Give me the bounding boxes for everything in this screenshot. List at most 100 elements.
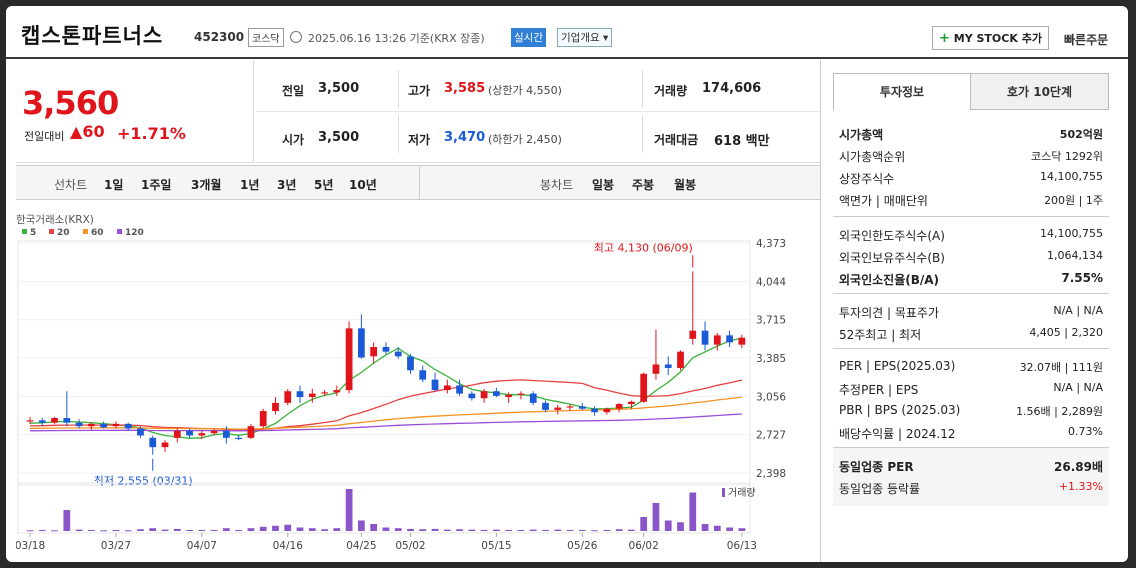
period-1w[interactable]: 1주일 <box>141 178 172 192</box>
volume-bar <box>247 528 255 531</box>
volume-bar <box>308 528 316 531</box>
info-row-opinion: 투자의견 | 목표주가 N/A | N/A <box>839 304 1103 320</box>
volume-bar <box>321 529 328 531</box>
high-label: 고가 <box>408 84 431 98</box>
period-1y[interactable]: 1년 <box>240 178 260 192</box>
candle-body <box>677 351 684 368</box>
volume-bar <box>161 529 169 531</box>
quick-order-button[interactable]: 빠른주문 <box>1064 33 1109 47</box>
my-stock-add-button[interactable]: + MY STOCK 추가 <box>932 26 1049 50</box>
volume-bar <box>112 529 120 531</box>
volume-bar <box>615 529 623 531</box>
candle-daily[interactable]: 일봉 <box>592 178 615 192</box>
upper-limit: (상한가 4,550) <box>488 84 562 97</box>
price-change: ▲60 <box>70 122 105 141</box>
candle-body <box>664 364 672 368</box>
candle-body <box>51 418 58 423</box>
period-3y[interactable]: 3년 <box>277 178 297 192</box>
my-stock-add-label: MY STOCK 추가 <box>953 32 1042 45</box>
info-row-par: 액면가 | 매매단위 200원 | 1주 <box>839 194 1103 208</box>
candle-body <box>505 394 513 398</box>
tab-investment-info[interactable]: 투자정보 <box>833 73 971 110</box>
volume-bar <box>272 525 279 531</box>
candle-body <box>689 330 697 339</box>
volume-bar <box>259 526 267 531</box>
volume-legend-swatch <box>722 488 725 497</box>
volume-bar <box>235 529 243 531</box>
ma-legend-5: 5 <box>30 228 36 238</box>
stock-header: 캡스톤파트너스 452300 코스닥 2025.06.16 13:26 기준(K… <box>6 6 1128 59</box>
volume-bar <box>443 529 451 531</box>
company-overview-dropdown[interactable]: 기업개요 ▾ <box>557 28 613 47</box>
candle-body <box>370 346 378 357</box>
period-5y[interactable]: 5년 <box>314 178 334 192</box>
candle-body <box>566 406 574 408</box>
volume-bar <box>284 524 292 531</box>
y-tick-label: 3,715 <box>756 315 786 327</box>
candle-body <box>407 356 414 371</box>
candle-body <box>333 390 341 393</box>
chart-source: 한국거래소(KRX) <box>16 214 94 226</box>
candle-weekly[interactable]: 주봉 <box>632 178 655 192</box>
plot-frame <box>17 240 751 486</box>
clock-icon <box>290 31 302 43</box>
volume-bar <box>419 529 427 531</box>
investment-info-panel: 투자정보 호가 10단계 시가총액 502억원 시가총액순위 코스닥 1292위 상… <box>820 60 1128 562</box>
open-label: 시가 <box>282 133 305 147</box>
candle-body <box>419 370 427 380</box>
candle-body <box>223 430 230 438</box>
x-tick-label: 04/07 <box>187 540 217 552</box>
current-price: 3,560 <box>22 84 119 122</box>
info-row-52w: 52주최고 | 최저 4,405 | 2,320 <box>839 326 1103 342</box>
candle-body <box>210 430 218 434</box>
candle-body <box>443 385 451 391</box>
volume-bar <box>51 530 58 532</box>
volume-value: 174,606 <box>702 81 762 96</box>
x-tick-label: 03/18 <box>16 540 45 552</box>
main-panel: 3,560 전일대비 ▲60 +1.71% 전일 3,500 고가 3,585 … <box>15 60 820 562</box>
price-chart[interactable]: 한국거래소(KRX) 5 20 60 120 4,373 4,044 3,715 3,385 3,… <box>15 201 820 562</box>
period-1d[interactable]: 1일 <box>104 178 124 192</box>
volume-bar <box>345 489 353 531</box>
ma-legend-swatch <box>117 229 122 234</box>
amount-unit: 백만 <box>745 134 770 149</box>
volume-bar <box>124 530 132 532</box>
volume-bar <box>677 522 684 531</box>
volume-bar <box>726 527 733 531</box>
candle-body <box>591 408 598 413</box>
volume-bar <box>456 529 463 531</box>
volume-bar <box>689 492 697 531</box>
info-row-per: PER | EPS(2025.03) 32.07배 | 111원 <box>839 359 1103 374</box>
realtime-button[interactable]: 실시간 <box>511 28 546 47</box>
candle-body <box>284 391 292 403</box>
volume-bar <box>713 525 721 531</box>
candle-body <box>198 433 206 436</box>
candle-body <box>149 437 157 448</box>
price-change-percent: +1.71% <box>117 124 186 143</box>
candle-monthly[interactable]: 월봉 <box>674 178 697 192</box>
candle-body <box>124 423 132 429</box>
ma-legend-swatch <box>49 229 54 234</box>
candle-body <box>652 364 660 374</box>
candle-body <box>738 337 746 345</box>
y-tick-label: 2,727 <box>756 430 786 442</box>
volume-bar <box>210 529 218 531</box>
low-value: 3,470 <box>444 130 486 145</box>
volume-bar <box>173 528 181 531</box>
y-tick-label: 3,056 <box>756 391 786 403</box>
market-badge: 코스닥 <box>248 28 284 47</box>
volume-bar <box>493 529 500 531</box>
volume-bar <box>26 530 34 532</box>
candle-body <box>382 346 390 352</box>
period-10y[interactable]: 10년 <box>349 178 377 192</box>
prev-close-value: 3,500 <box>318 81 360 96</box>
candle-body <box>640 373 648 402</box>
candle-body <box>63 418 71 423</box>
company-overview-label: 기업개요 <box>561 32 600 44</box>
tab-orderbook-10[interactable]: 호가 10단계 <box>970 73 1109 110</box>
volume-bar <box>554 529 562 531</box>
period-3m[interactable]: 3개월 <box>191 178 222 192</box>
info-row-est-per: 추정PER | EPS N/A | N/A <box>839 381 1103 397</box>
candle-body <box>100 423 108 428</box>
x-tick-label: 04/25 <box>346 540 376 552</box>
